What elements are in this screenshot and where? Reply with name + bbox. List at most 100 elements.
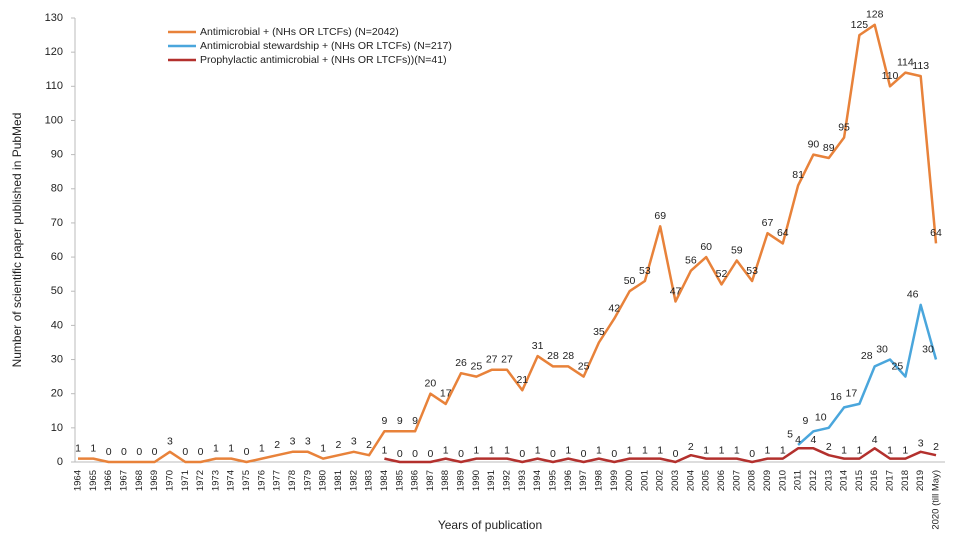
data-label: 0 bbox=[136, 446, 142, 458]
data-label: 1 bbox=[703, 444, 709, 456]
data-label: 81 bbox=[792, 169, 804, 181]
data-label: 67 bbox=[762, 217, 774, 229]
x-tick-label: 2019 bbox=[915, 470, 926, 491]
data-label: 9 bbox=[397, 415, 403, 427]
data-label: 53 bbox=[639, 265, 651, 277]
x-tick-label: 2015 bbox=[854, 470, 865, 491]
y-tick-label: 30 bbox=[51, 353, 63, 365]
x-tick-label: 1992 bbox=[502, 470, 513, 491]
data-label: 2 bbox=[688, 441, 694, 453]
data-label: 27 bbox=[486, 354, 498, 366]
y-axis-title: Number of scientific paper published in … bbox=[10, 113, 24, 368]
data-label: 0 bbox=[182, 446, 188, 458]
data-label: 0 bbox=[673, 448, 679, 460]
x-tick-label: 1980 bbox=[318, 470, 329, 491]
data-label: 1 bbox=[887, 444, 893, 456]
data-label: 0 bbox=[550, 448, 556, 460]
x-tick-label: 1975 bbox=[241, 470, 252, 491]
data-label: 25 bbox=[892, 360, 904, 372]
x-tick-label: 1996 bbox=[563, 470, 574, 491]
data-label: 2 bbox=[366, 439, 372, 451]
data-label: 1 bbox=[504, 444, 510, 456]
x-tick-label: 1990 bbox=[471, 470, 482, 491]
data-label: 1 bbox=[382, 444, 388, 456]
data-label: 27 bbox=[501, 354, 513, 366]
x-tick-label: 1998 bbox=[593, 470, 604, 491]
data-label: 21 bbox=[516, 374, 528, 386]
x-tick-label: 1993 bbox=[517, 470, 528, 491]
data-label: 2 bbox=[826, 441, 832, 453]
data-label: 110 bbox=[882, 70, 899, 82]
data-label: 1 bbox=[780, 444, 786, 456]
data-label: 3 bbox=[918, 438, 924, 450]
data-label: 17 bbox=[846, 388, 858, 400]
x-tick-label: 2018 bbox=[900, 470, 911, 491]
data-label: 1 bbox=[719, 444, 725, 456]
data-label: 1 bbox=[627, 444, 633, 456]
data-label: 64 bbox=[777, 227, 789, 239]
data-label: 53 bbox=[746, 265, 758, 277]
data-label: 9 bbox=[382, 415, 388, 427]
data-label: 3 bbox=[351, 436, 357, 448]
data-label: 1 bbox=[765, 444, 771, 456]
data-label: 1 bbox=[535, 444, 541, 456]
x-tick-label: 2009 bbox=[762, 470, 773, 491]
y-tick-label: 120 bbox=[45, 46, 63, 58]
x-tick-label: 1970 bbox=[164, 470, 175, 491]
data-label: 60 bbox=[700, 241, 712, 253]
x-tick-label: 1985 bbox=[394, 470, 405, 491]
x-tick-label: 1972 bbox=[195, 470, 206, 491]
y-tick-label: 60 bbox=[51, 251, 63, 263]
x-tick-label: 1965 bbox=[88, 470, 99, 491]
x-tick-label: 1973 bbox=[210, 470, 221, 491]
x-tick-label: 1966 bbox=[103, 470, 114, 491]
x-tick-label: 1979 bbox=[302, 470, 313, 491]
y-tick-label: 0 bbox=[57, 456, 63, 468]
y-tick-label: 90 bbox=[51, 149, 63, 161]
y-tick-label: 80 bbox=[51, 183, 63, 195]
x-tick-label: 1984 bbox=[379, 470, 390, 491]
y-tick-label: 110 bbox=[45, 80, 63, 92]
data-label: 1 bbox=[228, 442, 234, 454]
data-label: 42 bbox=[608, 302, 620, 314]
x-tick-label: 1964 bbox=[73, 470, 84, 491]
x-tick-label: 1967 bbox=[118, 470, 129, 491]
data-label: 28 bbox=[861, 350, 873, 362]
data-label: 1 bbox=[473, 444, 479, 456]
x-axis-title: Years of publication bbox=[438, 518, 542, 532]
y-tick-label: 20 bbox=[51, 388, 63, 400]
data-label: 28 bbox=[562, 350, 574, 362]
data-label: 5 bbox=[787, 429, 793, 441]
data-label: 9 bbox=[412, 415, 418, 427]
data-label: 0 bbox=[581, 448, 587, 460]
series-line bbox=[384, 447, 937, 464]
x-tick-label: 2010 bbox=[777, 470, 788, 491]
data-label: 0 bbox=[427, 448, 433, 460]
data-label: 25 bbox=[578, 360, 590, 372]
data-label: 0 bbox=[519, 448, 525, 460]
x-tick-label: 1968 bbox=[134, 470, 145, 491]
x-tick-label: 1987 bbox=[425, 470, 436, 491]
x-tick-label: 2020 (till May) bbox=[931, 470, 942, 530]
x-tick-label: 2001 bbox=[639, 470, 650, 491]
x-tick-label: 1969 bbox=[149, 470, 160, 491]
data-label: 1 bbox=[213, 442, 219, 454]
data-label: 30 bbox=[922, 343, 934, 355]
x-tick-label: 2003 bbox=[670, 470, 681, 491]
data-label: 90 bbox=[808, 138, 820, 150]
y-tick-label: 10 bbox=[51, 422, 63, 434]
x-tick-label: 1977 bbox=[272, 470, 283, 491]
data-label: 1 bbox=[841, 444, 847, 456]
x-tick-label: 2005 bbox=[701, 470, 712, 491]
x-tick-label: 2013 bbox=[823, 470, 834, 491]
data-label: 1 bbox=[902, 444, 908, 456]
data-label: 0 bbox=[106, 446, 112, 458]
data-label: 28 bbox=[547, 350, 559, 362]
data-label: 2 bbox=[336, 439, 342, 451]
data-label: 1 bbox=[734, 444, 740, 456]
data-label: 25 bbox=[471, 360, 483, 372]
x-tick-label: 1983 bbox=[364, 470, 375, 491]
series-line bbox=[797, 303, 938, 446]
data-label: 1 bbox=[856, 444, 862, 456]
legend-label: Prophylactic antimicrobial + (NHs OR LTC… bbox=[200, 54, 447, 66]
